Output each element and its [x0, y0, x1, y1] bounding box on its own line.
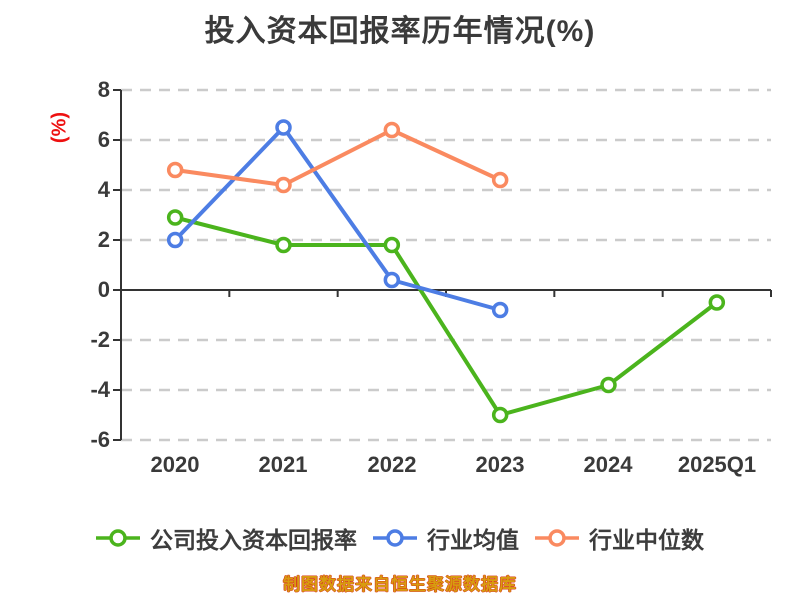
- y-tick-label: -4: [90, 377, 110, 402]
- x-tick-label: 2020: [150, 452, 200, 477]
- data-point: [383, 121, 401, 139]
- data-point: [383, 236, 401, 254]
- legend-item-industry-mean[interactable]: 行业均值: [373, 521, 519, 555]
- x-tick-label: 2024: [583, 452, 633, 477]
- y-tick-label: -2: [90, 327, 110, 352]
- x-tick-label: 2022: [367, 452, 417, 477]
- y-tick-label: -6: [90, 427, 110, 452]
- chart-title: 投入资本回报率历年情况(%): [204, 15, 596, 48]
- y-tick-label: 0: [97, 277, 110, 302]
- x-tick-label: 2021: [258, 452, 308, 477]
- data-point: [275, 236, 292, 254]
- data-point: [275, 176, 292, 194]
- series-line: [173, 215, 719, 417]
- y-tick-label: 2: [97, 227, 110, 252]
- source-caption: 制图数据来自恒生聚源数据库: [283, 575, 517, 594]
- data-point: [166, 209, 184, 226]
- data-point: [708, 294, 726, 311]
- x-tick-label: 2023: [475, 452, 525, 477]
- legend-item-industry-median[interactable]: 行业中位数: [535, 521, 704, 555]
- data-point: [491, 171, 509, 189]
- data-point: [166, 161, 184, 179]
- legend-label: 公司投入资本回报率: [150, 527, 357, 553]
- line-circle-marker-icon: [96, 529, 140, 547]
- line-circle-marker-icon: [535, 529, 579, 547]
- legend: 公司投入资本回报率 行业均值 行业中位数: [0, 520, 800, 556]
- line-circle-marker-icon: [373, 529, 417, 547]
- legend-item-company-roic[interactable]: 公司投入资本回报率: [96, 521, 357, 555]
- x-tick-label: 2025Q1: [677, 452, 757, 477]
- legend-label: 行业中位数: [589, 527, 704, 553]
- data-point: [491, 301, 509, 319]
- legend-label: 行业均值: [427, 527, 519, 553]
- data-point: [383, 271, 401, 289]
- data-point: [166, 231, 184, 249]
- series-line: [173, 128, 503, 187]
- data-point: [275, 119, 292, 136]
- data-point: [491, 406, 509, 424]
- series-line: [173, 125, 503, 312]
- y-tick-label: 6: [97, 127, 110, 152]
- y-tick-label: 4: [97, 177, 110, 202]
- y-tick-label: 8: [97, 77, 110, 102]
- data-point: [600, 376, 617, 394]
